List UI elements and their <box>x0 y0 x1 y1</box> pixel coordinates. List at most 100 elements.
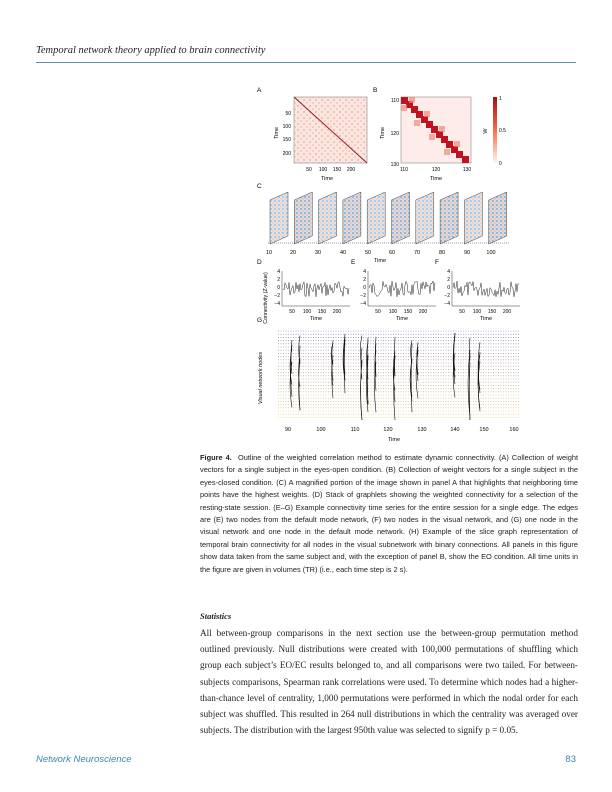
header-rule <box>36 62 576 63</box>
ts-xlabel: Time <box>480 316 492 322</box>
timeseries-panel: 4 2 0 −2 −4 50 100 150 200 Time <box>360 269 436 322</box>
panel-label-c: C <box>257 183 262 190</box>
panel-a-xlabel: Time <box>321 176 333 182</box>
panel-c-xtick: 30 <box>315 250 321 256</box>
panel-b-xtick: 110 <box>400 167 408 173</box>
ts-xtick: 100 <box>473 309 482 315</box>
panel-label-b: B <box>373 87 377 94</box>
connection-arc <box>360 361 363 421</box>
graphlet-slice <box>342 191 362 245</box>
panel-c-xtick: 80 <box>439 250 445 256</box>
connection-arc <box>477 353 481 409</box>
graphlet-slice <box>488 191 507 245</box>
panel-a-xtick: 150 <box>333 167 342 173</box>
colorbar-tick: 0 <box>499 161 502 167</box>
ts-xtick: 200 <box>333 309 342 315</box>
panel-b-matrix: Time 110 120 130 110 120 130 Time 1 0.5 … <box>380 96 506 182</box>
panel-a-xtick: 50 <box>306 167 312 173</box>
panel-g-xlabel: Time <box>388 437 400 443</box>
panel-c-graphlets: 10 20 30 40 50 60 70 80 90 100 Time <box>266 191 510 264</box>
graphlet-slice <box>269 191 289 245</box>
colorbar <box>493 97 497 163</box>
ts-xtick: 50 <box>459 309 465 315</box>
ts-xlabel: Time <box>396 316 408 322</box>
journal-name: Network Neuroscience <box>36 754 132 765</box>
caption-label: Figure 4. <box>200 453 232 462</box>
connection-arc <box>290 344 293 374</box>
panel-c-xtick: 100 <box>486 250 495 256</box>
ts-ytick: −4 <box>274 301 280 307</box>
panel-b-ylabel: Time <box>380 127 386 139</box>
ts-ytick: 0 <box>447 285 450 291</box>
connection-arc <box>343 343 346 375</box>
ts-xtick: 200 <box>419 309 428 315</box>
connection-arc <box>298 345 301 411</box>
ts-xtick: 50 <box>289 309 295 315</box>
panel-label-g: G <box>257 317 262 324</box>
panel-c-xtick: 70 <box>414 250 420 256</box>
panel-a-ytick: 50 <box>285 111 291 117</box>
panel-c-xtick: 10 <box>266 250 272 256</box>
ts-xlabel: Time <box>310 316 322 322</box>
graphlet-slice <box>318 191 337 245</box>
ts-ytick: −4 <box>360 301 366 307</box>
panel-c-xtick: 50 <box>365 250 371 256</box>
ts-ytick: 4 <box>447 269 450 275</box>
colorbar-label: W <box>483 128 489 134</box>
ts-line <box>452 281 520 298</box>
ts-ytick: 2 <box>277 277 280 283</box>
panel-a-ylabel: Time <box>274 127 280 139</box>
panel-c-xtick: 90 <box>464 250 470 256</box>
panel-g-xtick: 160 <box>509 427 518 433</box>
page-number: 83 <box>565 754 576 765</box>
connection-arc <box>394 337 396 377</box>
connection-arc <box>331 359 334 386</box>
panel-def-timeseries: Connectivity (Z-value) 420−2−450 100 150 20… <box>263 269 520 324</box>
connection-arc <box>374 336 377 377</box>
graphlet-slice <box>464 191 483 245</box>
ts-xtick: 150 <box>404 309 413 315</box>
panel-a-xtick: 100 <box>319 167 328 173</box>
connection-arc <box>359 335 363 367</box>
panel-g-slicegraph: Visual network nodes 90 100 110 120 130 … <box>258 330 520 443</box>
connection-arc <box>416 350 419 381</box>
panel-a-matrix: Time 50 100 150 200 50 100 150 200 Time <box>274 96 368 182</box>
graphlet-slice <box>294 191 313 245</box>
connection-arc <box>468 337 471 359</box>
ts-ytick: 0 <box>363 285 366 291</box>
panel-label-a: A <box>257 87 262 94</box>
panel-c-xtick: 40 <box>340 250 346 256</box>
figure-caption: Figure 4. Outline of the weighted correl… <box>200 452 578 576</box>
connection-arc <box>393 355 396 421</box>
ts-xtick: 100 <box>303 309 312 315</box>
connection-arc <box>467 350 471 416</box>
graphlet-slice <box>439 191 459 245</box>
graphlet-slice <box>391 191 410 245</box>
panel-b-xtick: 130 <box>463 167 472 173</box>
panel-a-ytick: 100 <box>283 124 292 130</box>
panel-b-xlabel: Time <box>430 176 442 182</box>
ts-ytick: 2 <box>363 277 366 283</box>
connection-arc <box>298 335 301 364</box>
ts-xtick: 100 <box>389 309 398 315</box>
ts-ytick: 2 <box>447 277 450 283</box>
connection-arc <box>366 356 369 413</box>
connection-arc <box>453 335 456 371</box>
section-heading: Statistics <box>200 611 232 621</box>
panel-a-xtick: 200 <box>347 167 356 173</box>
section-paragraph: All between-group comparisons in the nex… <box>200 628 578 736</box>
ts-ytick: −2 <box>274 293 280 299</box>
panel-g-xtick: 130 <box>417 427 426 433</box>
connection-arc <box>477 342 481 394</box>
panel-c-xlabel: Time <box>374 258 386 264</box>
panel-b-ytick: 120 <box>391 131 400 137</box>
ts-ytick: 0 <box>277 285 280 291</box>
panel-g-xtick: 150 <box>479 427 488 433</box>
panel-g-xtick: 110 <box>351 427 360 433</box>
panel-g-ylabel: Visual network nodes <box>258 352 264 404</box>
connection-arc <box>452 352 456 398</box>
ts-xtick: 50 <box>375 309 381 315</box>
panel-label-d: D <box>257 259 262 266</box>
panel-label-e: E <box>351 259 356 266</box>
panel-g-xtick: 140 <box>450 427 459 433</box>
